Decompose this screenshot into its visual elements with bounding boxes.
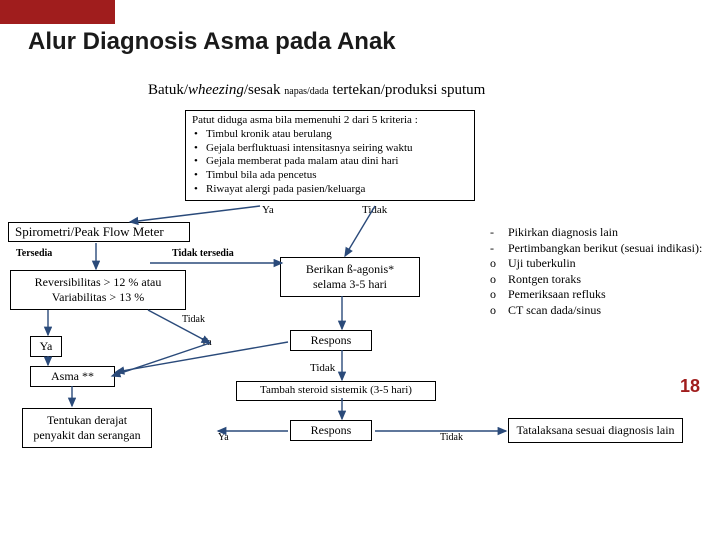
side-item: oRontgen toraks (490, 272, 710, 288)
criteria-box: Patut diduga asma bila memenuhi 2 dari 5… (185, 110, 475, 201)
criteria-header: Patut diduga asma bila memenuhi 2 dari 5… (192, 114, 468, 128)
asma-box: Asma ** (30, 366, 115, 387)
criteria-item: Timbul kronik atau berulang (206, 128, 468, 142)
label-tidak: Tidak (440, 432, 463, 443)
page-title: Alur Diagnosis Asma pada Anak (28, 28, 396, 56)
page-number: 18 (680, 376, 700, 397)
side-item: oPemeriksaan refluks (490, 287, 710, 303)
label-ya: Ya (262, 204, 274, 216)
accent-block (0, 0, 115, 24)
ya-box: Ya (30, 336, 62, 357)
respons-box-2: Respons (290, 420, 372, 441)
label-ya: Ya (200, 336, 212, 348)
criteria-item: Riwayat alergi pada pasien/keluarga (206, 183, 468, 197)
side-item: -Pikirkan diagnosis lain (490, 225, 710, 241)
tatalaksana-box: Tatalaksana sesuai diagnosis lain (508, 418, 683, 443)
criteria-item: Gejala berfluktuasi intensitasnya seirin… (206, 142, 468, 156)
label-tidak-tersedia: Tidak tersedia (172, 248, 234, 259)
side-item: oCT scan dada/sinus (490, 303, 710, 319)
side-panel: -Pikirkan diagnosis lain -Pertimbangkan … (490, 225, 710, 319)
respons-box-1: Respons (290, 330, 372, 351)
label-ya: Ya (218, 432, 229, 443)
symptoms-line: Batuk/wheezing/sesak napas/dada tertekan… (148, 82, 485, 99)
criteria-item: Gejala memberat pada malam atau dini har… (206, 155, 468, 169)
label-tidak: Tidak (310, 362, 335, 374)
agonist-box: Berikan ß-agonis* selama 3-5 hari (280, 257, 420, 297)
side-item: oUji tuberkulin (490, 256, 710, 272)
spirometry-box: Spirometri/Peak Flow Meter (8, 222, 190, 242)
criteria-item: Timbul bila ada pencetus (206, 169, 468, 183)
label-tidak: Tidak (362, 204, 387, 216)
label-tersedia: Tersedia (16, 248, 52, 259)
side-item: -Pertimbangkan berikut (sesuai indikasi)… (490, 241, 710, 257)
label-tidak: Tidak (182, 314, 205, 325)
tentukan-box: Tentukan derajat penyakit dan serangan (22, 408, 152, 448)
reversibility-box: Reversibilitas > 12 % atau Variabilitas … (10, 270, 186, 310)
steroid-box: Tambah steroid sistemik (3-5 hari) (236, 381, 436, 401)
criteria-list: Timbul kronik atau berulang Gejala berfl… (192, 128, 468, 197)
